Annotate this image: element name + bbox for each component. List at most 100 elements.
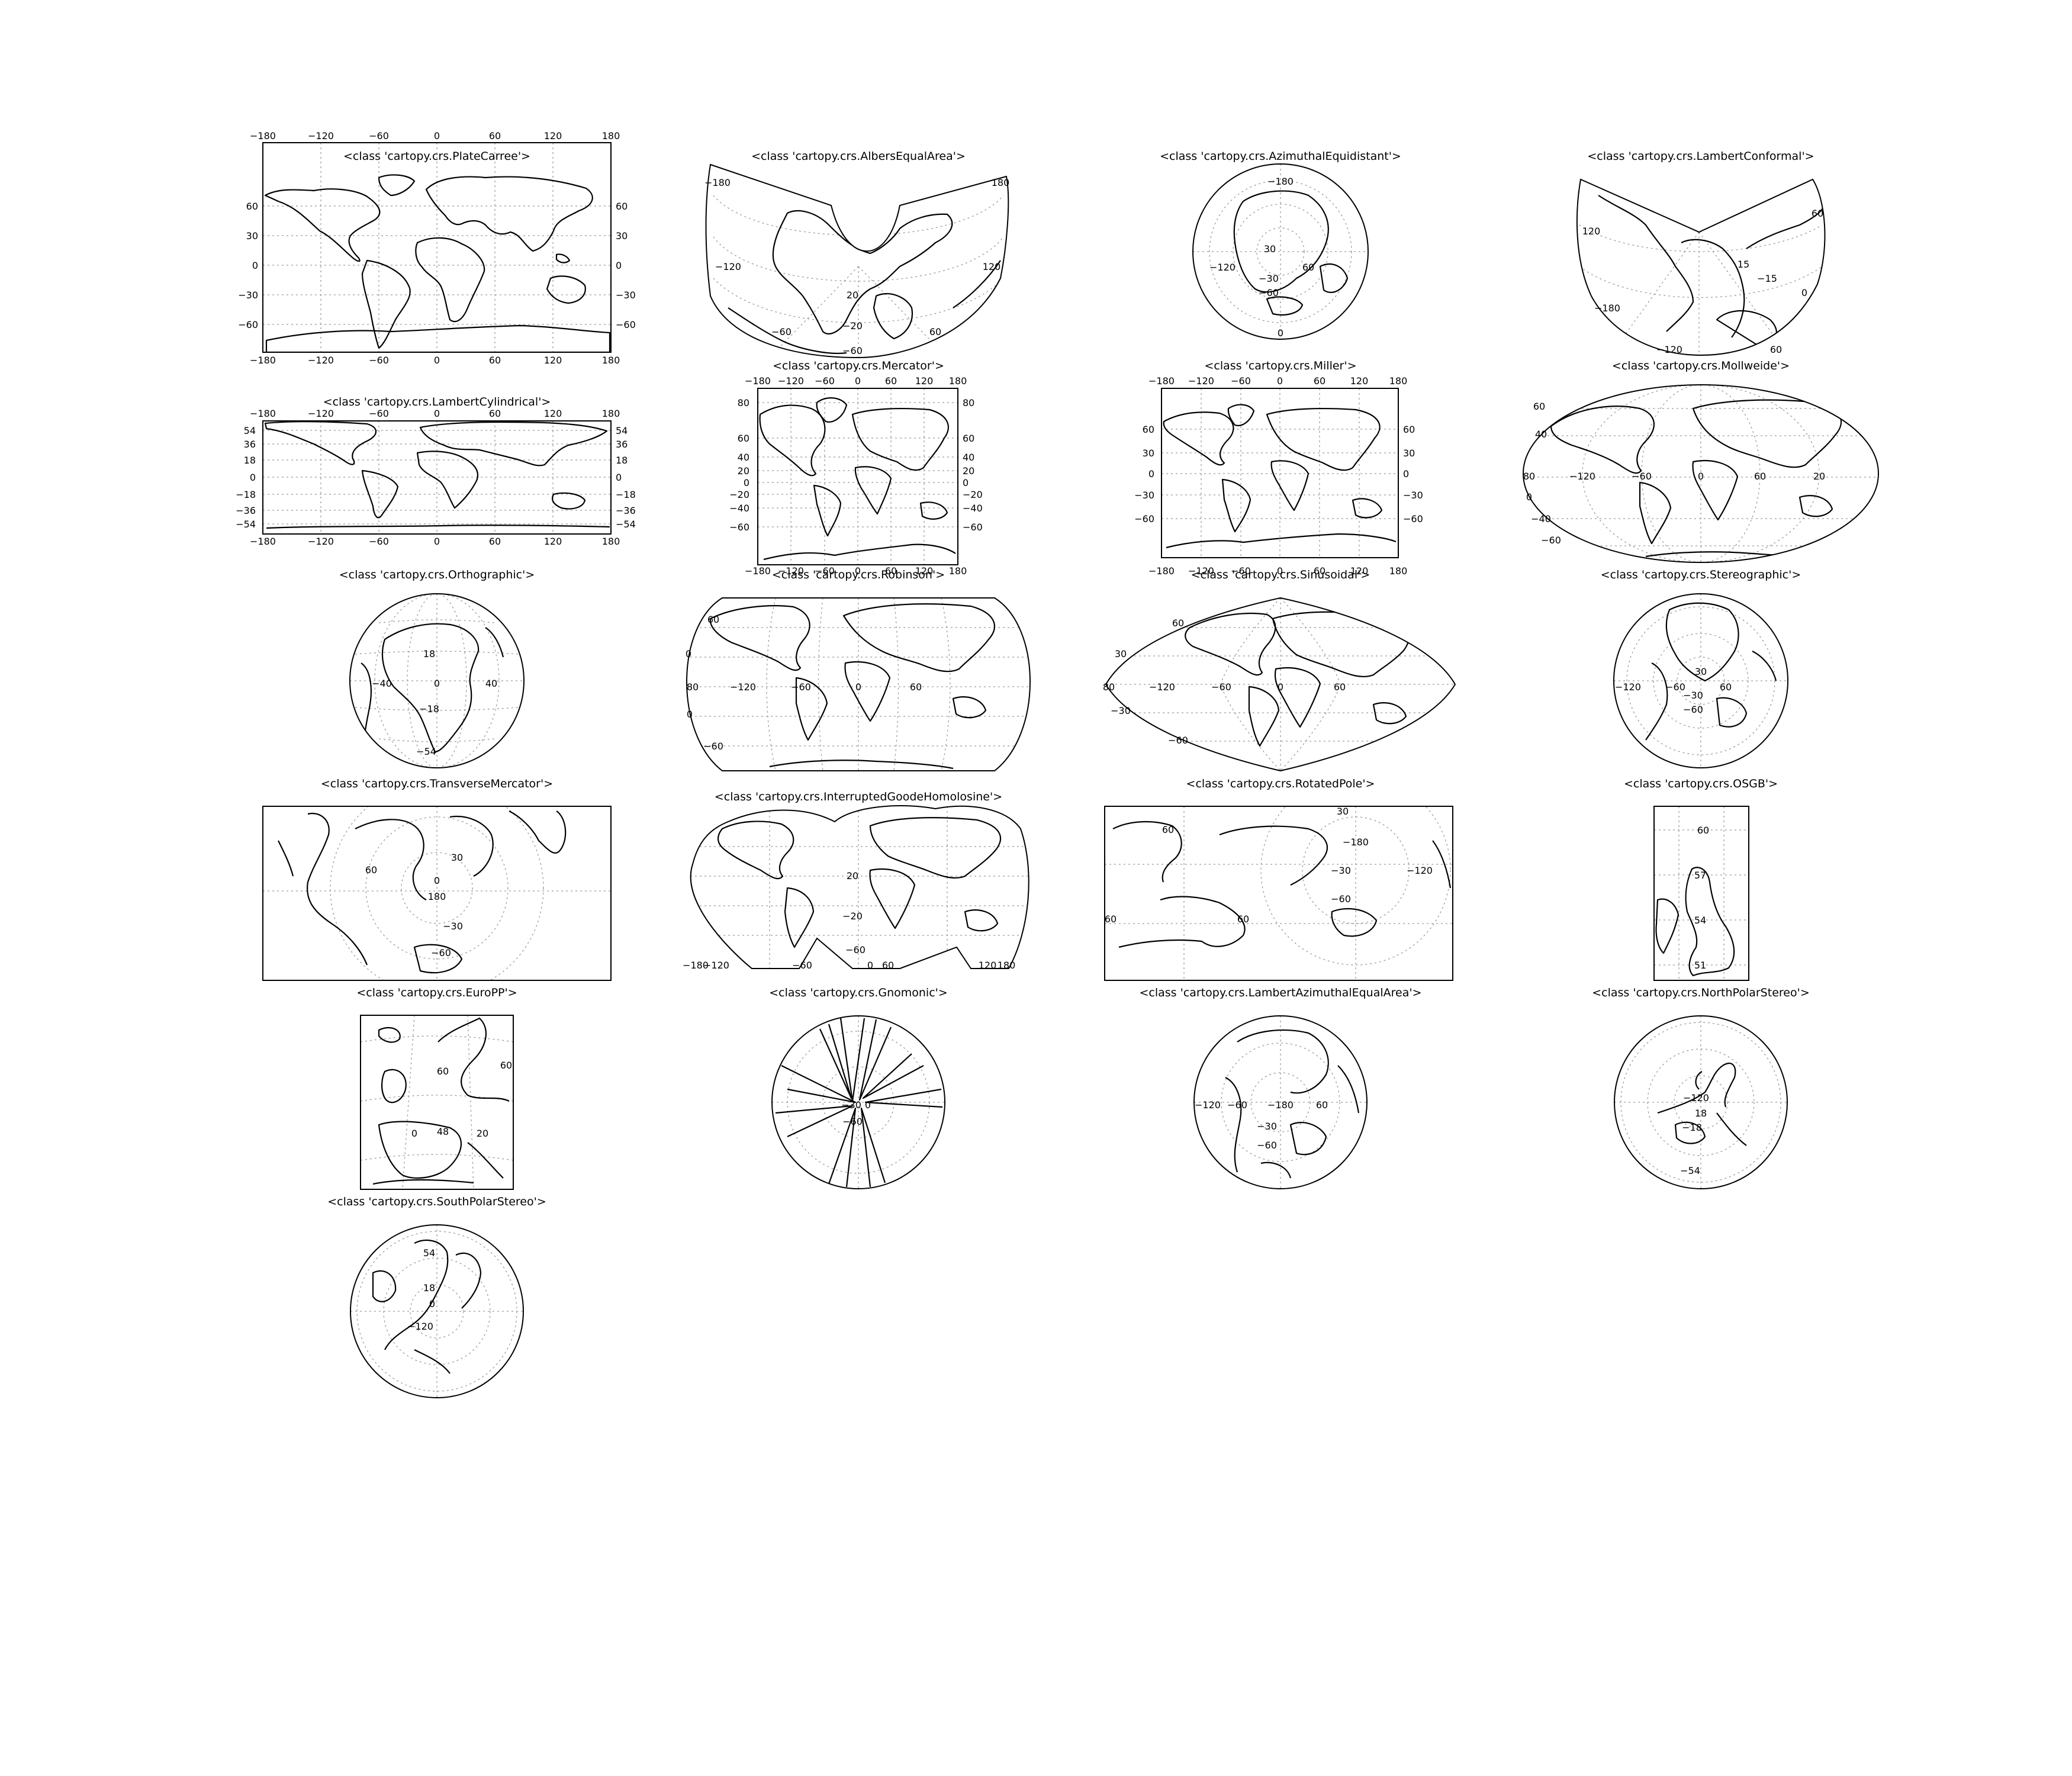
svg-text:−30: −30 [238, 289, 258, 301]
svg-text:0: 0 [855, 565, 861, 577]
svg-text:0: 0 [1698, 471, 1704, 482]
svg-text:120: 120 [1350, 375, 1369, 387]
title-albersequalarea: <class 'cartopy.crs.AlbersEqualArea'> [751, 150, 966, 163]
svg-text:−120: −120 [1615, 681, 1641, 693]
svg-text:−60: −60 [963, 522, 983, 533]
panel-lambertazimuthalequalarea: −120 −60 −180 60 −30 −60 [1193, 1015, 1368, 1189]
svg-text:180: 180 [602, 355, 620, 366]
svg-text:−60: −60 [616, 319, 636, 330]
svg-text:−60: −60 [845, 944, 866, 955]
svg-text:−60: −60 [369, 536, 389, 547]
svg-text:20: 20 [738, 465, 749, 477]
svg-text:0: 0 [1278, 327, 1283, 339]
svg-text:80: 80 [1523, 471, 1535, 482]
tick-labels-transversemercator: 30 60 0 180 −30 −60 [365, 852, 463, 958]
svg-text:60: 60 [707, 614, 719, 625]
svg-text:−60: −60 [771, 326, 792, 337]
svg-text:48: 48 [437, 1126, 449, 1137]
svg-text:−180: −180 [250, 408, 276, 419]
tick-labels-platecarree: −180 −120 −60 0 60 120 180 −180 −120 −60… [238, 130, 636, 366]
svg-text:−60: −60 [1257, 1140, 1277, 1151]
svg-text:−120: −120 [778, 375, 804, 387]
panel-gnomonic: −30 0 −60 [771, 1015, 945, 1189]
tick-labels-stereographic: 30 −120 −60 60 −30 −60 [1615, 666, 1732, 715]
svg-text:180: 180 [949, 375, 967, 387]
svg-text:−180: −180 [745, 565, 771, 577]
svg-text:−180: −180 [1594, 303, 1620, 314]
svg-text:60: 60 [963, 433, 974, 444]
tick-labels-albersequalarea: −180 180 −120 120 20 −20 −60 60 −60 [704, 177, 1009, 356]
svg-text:30: 30 [246, 230, 258, 242]
tick-labels-lambertcylindrical: −180 −120 −60 0 60 120 180 −180 −120 −60… [236, 408, 636, 547]
svg-text:20: 20 [847, 289, 858, 301]
svg-text:40: 40 [963, 452, 974, 463]
svg-text:20: 20 [1813, 471, 1825, 482]
svg-text:−60: −60 [1259, 287, 1279, 298]
svg-text:60: 60 [437, 1066, 449, 1077]
svg-text:30: 30 [1115, 648, 1127, 659]
svg-text:0: 0 [252, 260, 258, 271]
tick-labels-sinusoidal: 60 30 80 −120 −60 0 60 −30 −60 [1103, 617, 1346, 746]
svg-text:−60: −60 [815, 375, 835, 387]
svg-text:−60: −60 [1665, 681, 1685, 693]
svg-text:180: 180 [1389, 565, 1408, 577]
svg-text:−120: −120 [1569, 471, 1595, 482]
svg-text:60: 60 [1105, 913, 1117, 925]
title-osgb: <class 'cartopy.crs.OSGB'> [1624, 777, 1778, 790]
svg-text:−180: −180 [1267, 176, 1294, 187]
svg-text:−120: −120 [778, 565, 804, 577]
svg-text:−180: −180 [683, 960, 709, 971]
tick-labels-miller: −180 −120 −60 0 60 120 180 −180 −120 −60… [1134, 375, 1423, 577]
title-gnomonic: <class 'cartopy.crs.Gnomonic'> [769, 986, 948, 999]
svg-text:0: 0 [1277, 375, 1283, 387]
panel-transversemercator: 30 60 0 180 −30 −60 [262, 806, 612, 981]
svg-text:0: 0 [686, 648, 691, 659]
svg-text:60: 60 [1143, 424, 1154, 435]
panel-stereographic: 30 −120 −60 60 −30 −60 [1613, 593, 1788, 768]
svg-text:0: 0 [1403, 468, 1409, 480]
svg-text:−180: −180 [1148, 565, 1175, 577]
svg-text:−60: −60 [369, 355, 389, 366]
panel-albersequalarea: −180 180 −120 120 20 −20 −60 60 −60 [704, 163, 1009, 359]
panel-lambertcylindrical: −180 −120 −60 0 60 120 180 −180 −120 −60… [236, 408, 636, 547]
tick-labels-southpolarstereo: 54 18 0 −120 [407, 1247, 435, 1332]
svg-text:60: 60 [1720, 681, 1732, 693]
svg-text:180: 180 [602, 130, 620, 141]
svg-text:−120: −120 [308, 408, 334, 419]
svg-text:0: 0 [1526, 491, 1532, 503]
svg-text:60: 60 [1754, 471, 1766, 482]
svg-text:40: 40 [1535, 429, 1547, 440]
svg-text:180: 180 [992, 177, 1010, 188]
svg-text:80: 80 [963, 397, 974, 408]
svg-text:18: 18 [423, 1282, 435, 1294]
svg-text:−60: −60 [1331, 893, 1351, 905]
svg-text:−120: −120 [1149, 681, 1175, 693]
svg-text:0: 0 [434, 355, 440, 366]
svg-text:−18: −18 [616, 489, 636, 500]
panel-platecarree: −180 −120 −60 0 60 120 180 −180 −120 −60… [238, 130, 636, 366]
svg-text:54: 54 [616, 425, 628, 436]
svg-text:60: 60 [910, 681, 922, 693]
svg-text:20: 20 [477, 1128, 488, 1139]
svg-text:0: 0 [1801, 287, 1807, 298]
svg-text:−54: −54 [416, 746, 436, 757]
svg-text:−180: −180 [250, 130, 276, 141]
svg-text:0: 0 [855, 681, 861, 693]
svg-text:0: 0 [434, 678, 440, 689]
svg-text:0: 0 [865, 1099, 871, 1111]
svg-text:54: 54 [244, 425, 256, 436]
tick-labels-rotatedpole: 30 60 −180 −30 −120 −60 60 60 [1105, 806, 1433, 925]
svg-text:−60: −60 [791, 681, 811, 693]
svg-text:60: 60 [1172, 617, 1184, 629]
svg-text:0: 0 [434, 875, 440, 886]
panel-europp: 60 60 0 48 20 [360, 1015, 514, 1190]
svg-text:−30: −30 [1683, 690, 1703, 701]
title-mercator: <class 'cartopy.crs.Mercator'> [773, 359, 944, 372]
tick-labels-robinson: 60 0 80 −120 −60 0 60 0 −60 [686, 614, 922, 752]
title-europp: <class 'cartopy.crs.EuroPP'> [356, 986, 517, 999]
panel-miller: −180 −120 −60 0 60 120 180 −180 −120 −60… [1134, 375, 1423, 577]
svg-text:18: 18 [423, 648, 435, 659]
svg-text:30: 30 [1143, 448, 1154, 459]
svg-text:54: 54 [1694, 915, 1706, 926]
svg-text:60: 60 [1403, 424, 1415, 435]
